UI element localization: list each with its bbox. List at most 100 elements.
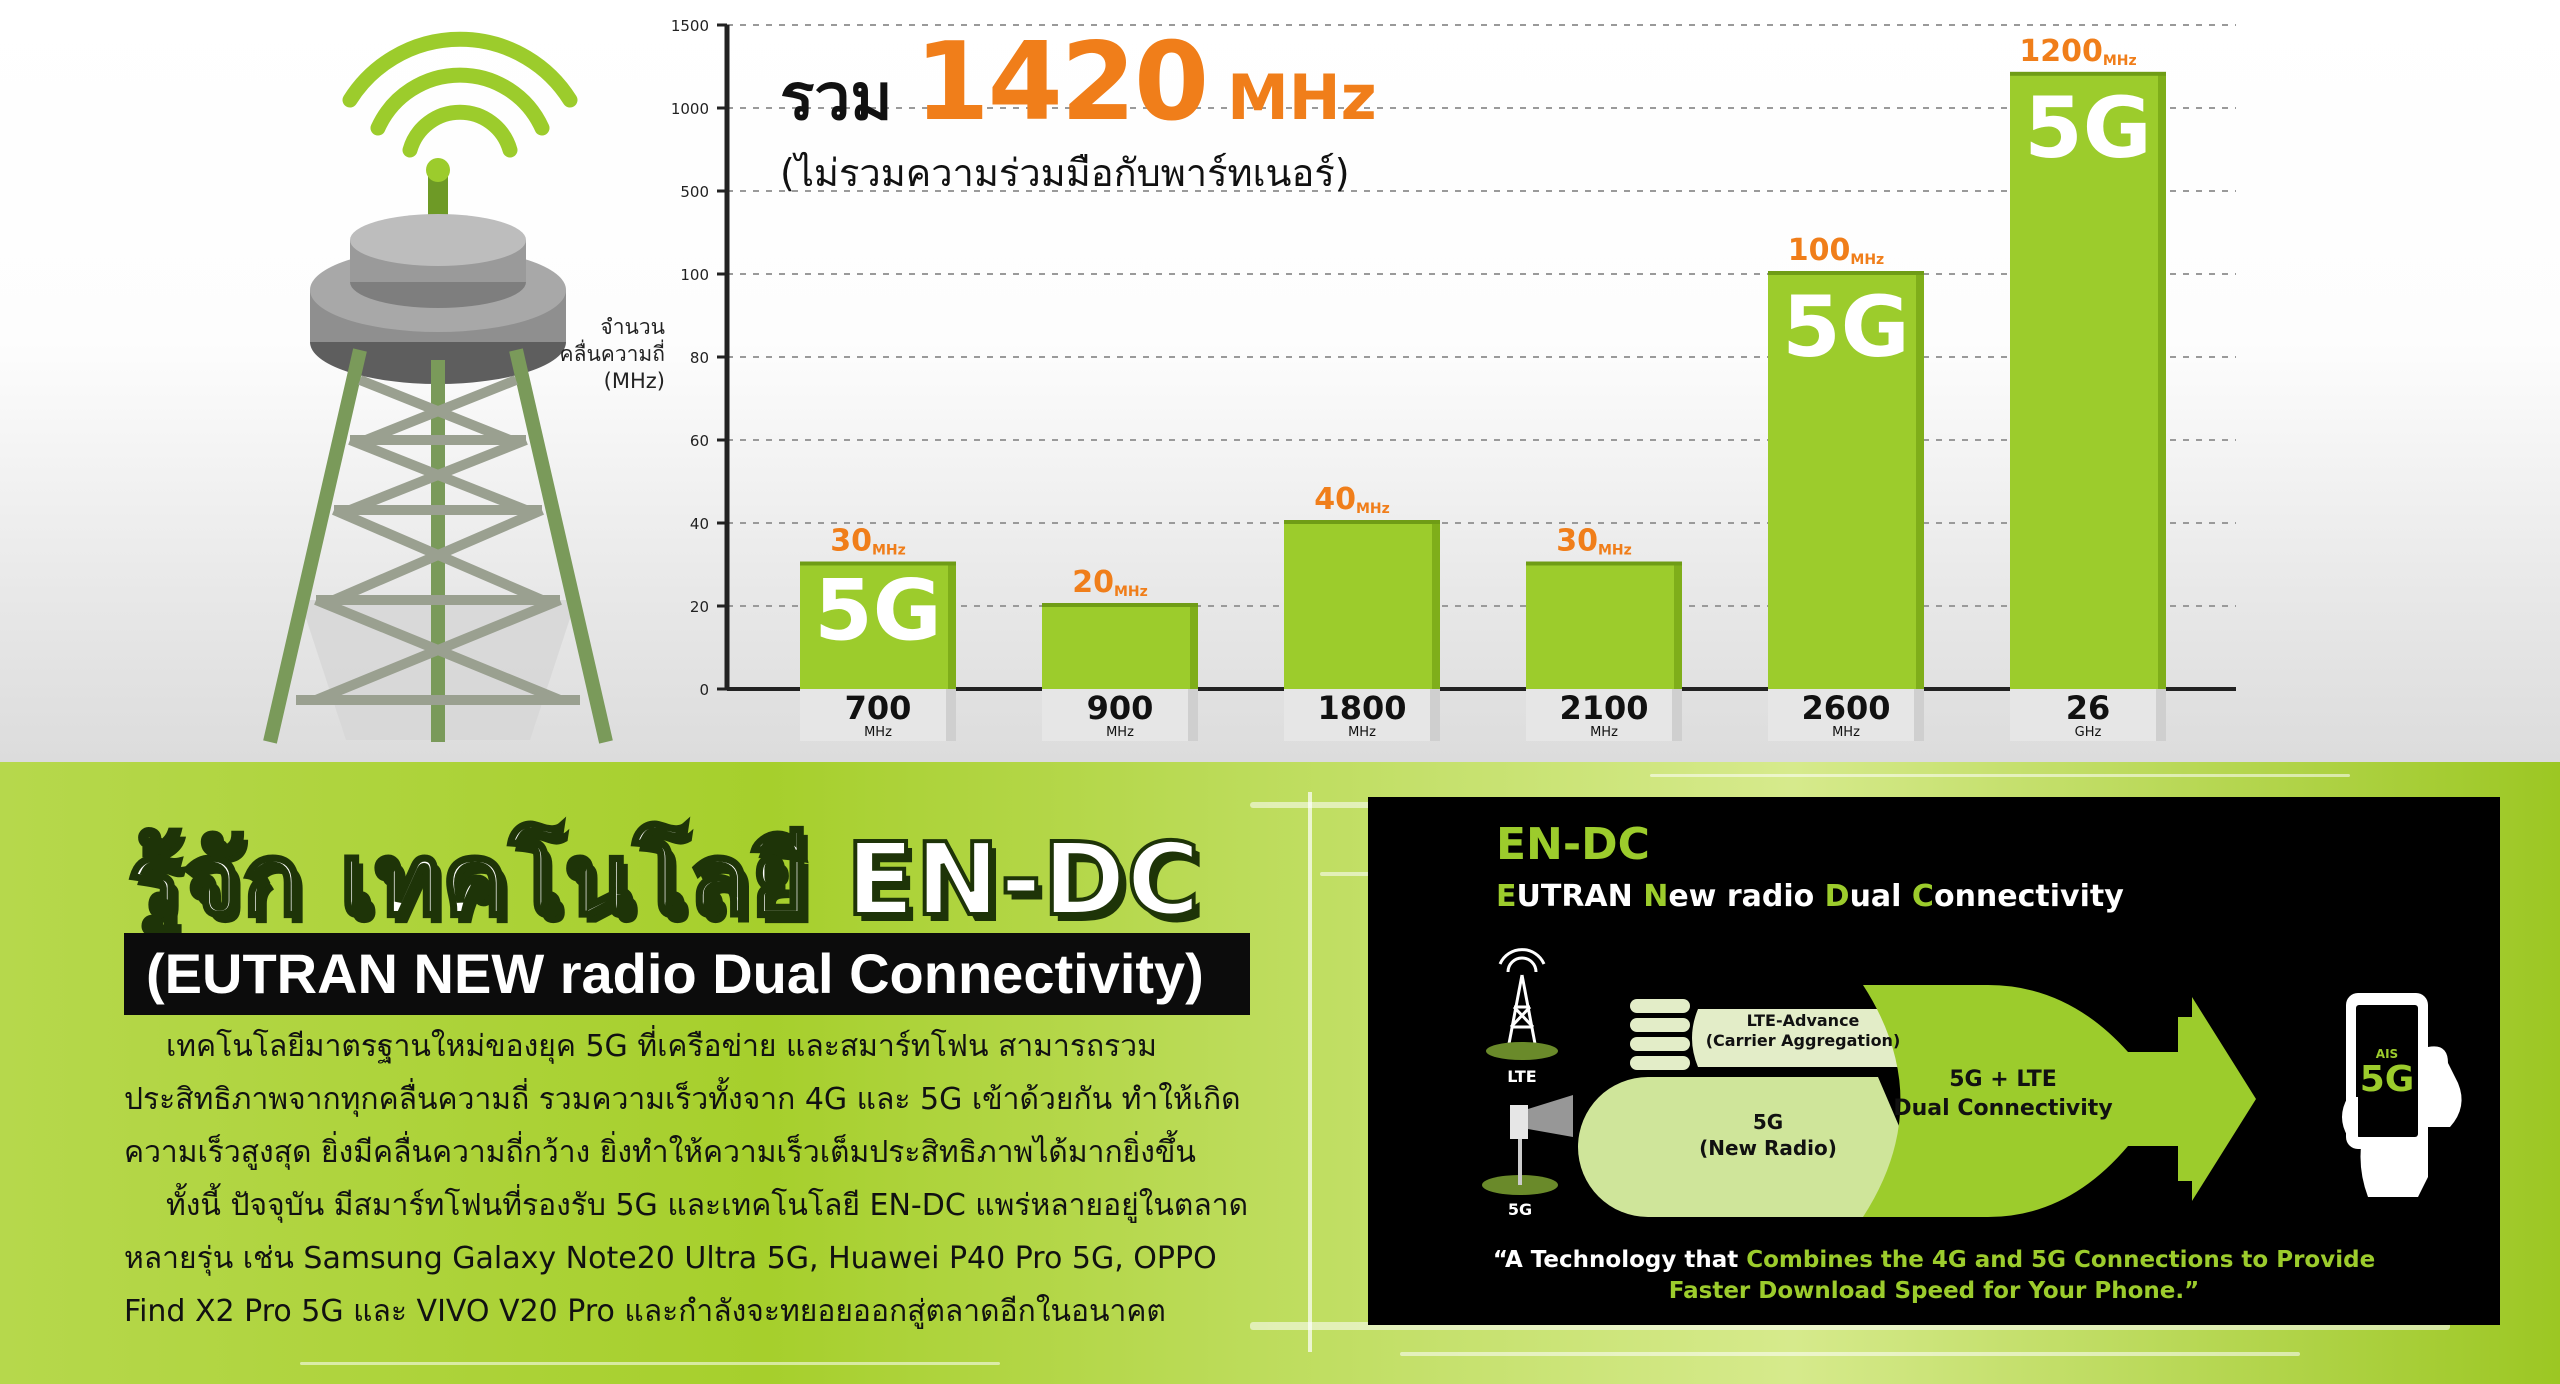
- x-category-plate-shade: [1914, 689, 1924, 741]
- bar-top-edge: [1284, 520, 1440, 524]
- x-category-label: 900: [1087, 689, 1154, 727]
- y-axis-label-line-1: จำนวน: [600, 315, 665, 339]
- x-category-unit: MHz: [1832, 725, 1860, 740]
- bar-shade: [948, 564, 956, 689]
- endc-subtitle-part: UTRAN: [1516, 879, 1644, 914]
- y-tick-label: 0: [699, 681, 709, 699]
- total-note: (ไม่รวมความร่วมมือกับพาร์ทเนอร์): [780, 151, 1350, 195]
- x-category-label: 1800: [1317, 689, 1406, 727]
- bar-5g-label: 5G: [2024, 79, 2151, 177]
- total-bandwidth: รวม 1420 MHz (ไม่รวมความร่วมมือกับพาร์ทเ…: [780, 20, 1377, 203]
- endc-subtitle: EUTRAN New radio Dual Connectivity: [1496, 879, 2124, 914]
- endc-subtitle-part: ual: [1849, 879, 1912, 914]
- endc-flow-diagram: [1482, 948, 2462, 1217]
- x-category-plate: [1768, 689, 1924, 741]
- bar-value-label: 40MHz: [1314, 482, 1390, 517]
- endc-title: EN-DC: [1496, 819, 1650, 870]
- endc-subtitle-part: onnectivity: [1933, 879, 2124, 914]
- x-category-label: 2100: [1559, 689, 1648, 727]
- article-paragraph: เทคโนโลยีมาตรฐานใหม่ของยุค 5G ที่เครือข่…: [124, 1029, 1241, 1170]
- x-category-plate-shade: [1430, 689, 1440, 741]
- y-tick-label: 100: [680, 266, 709, 284]
- x-category-plate: [1042, 689, 1198, 741]
- bar-shade: [1190, 606, 1198, 689]
- total-prefix: รวม: [780, 61, 893, 135]
- endc-quote-line-2: Faster Download Speed for Your Phone.”: [1668, 1278, 2200, 1304]
- endc-subtitle-part: E: [1496, 879, 1517, 914]
- frequency-bar-chart: 020406080100500100015005G30MHz700MHz20MH…: [671, 17, 2236, 741]
- bar-top-edge: [1768, 271, 1924, 275]
- new-radio-line: 5G: [1752, 1110, 1784, 1134]
- x-category-unit: MHz: [1590, 725, 1618, 740]
- lte-advance-line: (Carrier Aggregation): [1705, 1031, 1901, 1050]
- total-value: 1420: [914, 20, 1210, 145]
- bar-shade: [1916, 274, 1924, 689]
- lte-advance-label: LTE-Advance (Carrier Aggregation): [1698, 1011, 1908, 1051]
- total-unit: MHz: [1227, 61, 1377, 134]
- bar: [1768, 274, 1924, 689]
- smartphone-icon: [2342, 993, 2462, 1197]
- bar-top-edge: [2010, 71, 2166, 76]
- quote-text: “A Technology that: [1492, 1247, 1747, 1273]
- signal-wave-icon: [342, 31, 578, 158]
- y-axis-label-line-2: คลื่นความถี่: [559, 342, 665, 366]
- x-category-label: 2600: [1801, 689, 1890, 727]
- 5g-antenna-icon: [1482, 1095, 1573, 1195]
- x-category-plate-shade: [1188, 689, 1198, 741]
- y-axis-label-line-3: (MHz): [603, 369, 665, 393]
- cell-tower-illustration: [263, 31, 613, 744]
- bar-shade: [1432, 523, 1440, 689]
- phone-brand: AIS: [2375, 1047, 2399, 1061]
- bar-shade: [1674, 564, 1682, 689]
- x-category-unit: MHz: [864, 725, 892, 740]
- endc-subtitle-part: N: [1643, 879, 1669, 914]
- bar-value-label: 30MHz: [830, 524, 906, 559]
- endc-subtitle-part: D: [1824, 879, 1850, 914]
- bar-top-edge: [1526, 561, 1682, 566]
- endc-subtitle-part: C: [1911, 879, 1934, 914]
- x-category-plate-shade: [2156, 689, 2166, 741]
- bar: [800, 564, 956, 689]
- phone-5g-badge: 5G: [2359, 1059, 2415, 1100]
- bar-value-label: 30MHz: [1556, 524, 1632, 559]
- article-subtitle: (EUTRAN NEW radio Dual Connectivity): [124, 933, 1250, 1015]
- bar: [2010, 74, 2166, 690]
- bar: [1284, 523, 1440, 689]
- y-tick-label: 80: [690, 349, 709, 367]
- lte-advance-line: LTE-Advance: [1746, 1011, 1860, 1030]
- x-category-plate: [1526, 689, 1682, 741]
- x-category-label: 26: [2066, 689, 2111, 727]
- chart-section: จำนวน คลื่นความถี่ (MHz) 0 20 40 60 80 100 500…: [0, 0, 2560, 762]
- article-paragraph: ทั้งนี้ ปัจจุบัน มีสมาร์ทโฟนที่รองรับ 5G…: [124, 1188, 1249, 1329]
- y-tick-label: 40: [690, 515, 709, 533]
- bar-top-edge: [800, 561, 956, 566]
- dual-connectivity-line: Dual Connectivity: [1893, 1096, 2113, 1121]
- dual-connectivity-label: 5G + LTE Dual Connectivity: [1888, 1065, 2118, 1123]
- bar-top-edge: [1042, 603, 1198, 607]
- bar-value-label: 20MHz: [1072, 565, 1148, 600]
- x-category-plate: [800, 689, 956, 741]
- article-body: เทคโนโลยีมาตรฐานใหม่ของยุค 5G ที่เครือข่…: [124, 1020, 1274, 1338]
- bar-shade: [2158, 74, 2166, 690]
- bar: [1042, 606, 1198, 689]
- bar-5g-label: 5G: [1782, 278, 1909, 376]
- y-tick-label: 500: [680, 183, 709, 201]
- bar-value-label: 1200MHz: [2019, 34, 2136, 69]
- lte-label: LTE: [1507, 1067, 1537, 1086]
- endc-quote: “A Technology that Combines the 4G and 5…: [1368, 1247, 2500, 1273]
- x-category-unit: MHz: [1348, 725, 1376, 740]
- endc-subtitle-part: ew radio: [1668, 879, 1825, 914]
- lte-tower-icon: [1498, 948, 1546, 1050]
- bar-5g-label: 5G: [814, 562, 941, 660]
- x-category-label: 700: [845, 689, 912, 727]
- x-category-unit: MHz: [1106, 725, 1134, 740]
- 5g-label: 5G: [1507, 1200, 1533, 1219]
- bar: [1526, 564, 1682, 689]
- x-category-plate-shade: [946, 689, 956, 741]
- x-category-unit: GHz: [2075, 725, 2102, 740]
- endc-diagram-panel: EN-DC EUTRAN New radio Dual Connectivity: [1368, 797, 2500, 1325]
- quote-text: Combines the 4G and 5G Connections to Pr…: [1746, 1247, 2376, 1273]
- x-category-plate: [2010, 689, 2166, 741]
- y-tick-label: 1000: [671, 100, 709, 118]
- y-tick-label: 20: [690, 598, 709, 616]
